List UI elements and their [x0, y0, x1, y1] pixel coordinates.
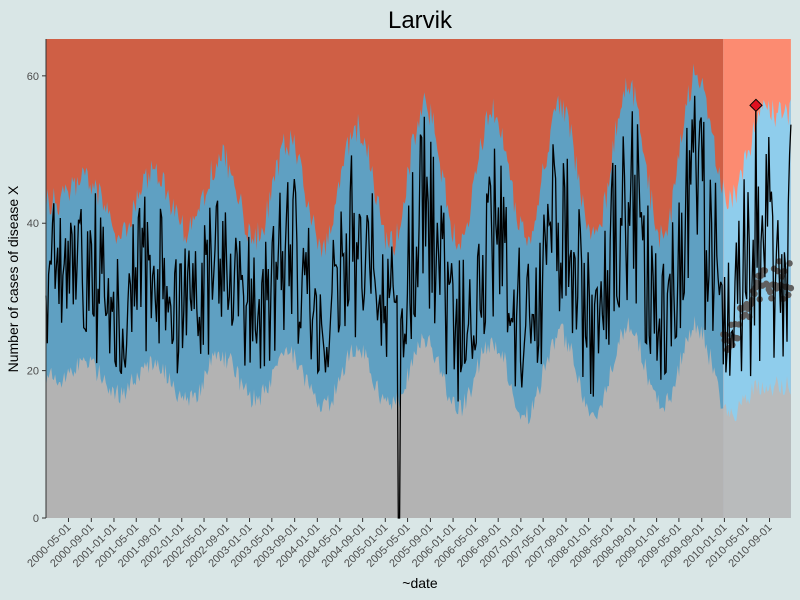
- axes: 02040602000-05-012000-09-012001-01-01200…: [25, 39, 775, 570]
- zone-below-history: [46, 316, 724, 518]
- y-tick-label: 20: [27, 366, 39, 378]
- baseline-point: [787, 284, 795, 292]
- baseline-point: [734, 335, 741, 342]
- y-axis-title: Number of cases of disease X: [5, 185, 21, 372]
- y-tick-label: 0: [33, 513, 39, 525]
- y-tick-label: 40: [27, 218, 39, 230]
- baseline-point: [766, 288, 774, 296]
- y-tick-label: 60: [27, 71, 39, 83]
- outbreak-marker: [749, 98, 763, 113]
- zone-below-forecast: [723, 376, 791, 518]
- x-axis-title: ~date: [402, 575, 438, 591]
- observed-series-line: [45, 95, 792, 519]
- chart-title: Larvik: [388, 7, 453, 34]
- plot-area: [45, 39, 795, 519]
